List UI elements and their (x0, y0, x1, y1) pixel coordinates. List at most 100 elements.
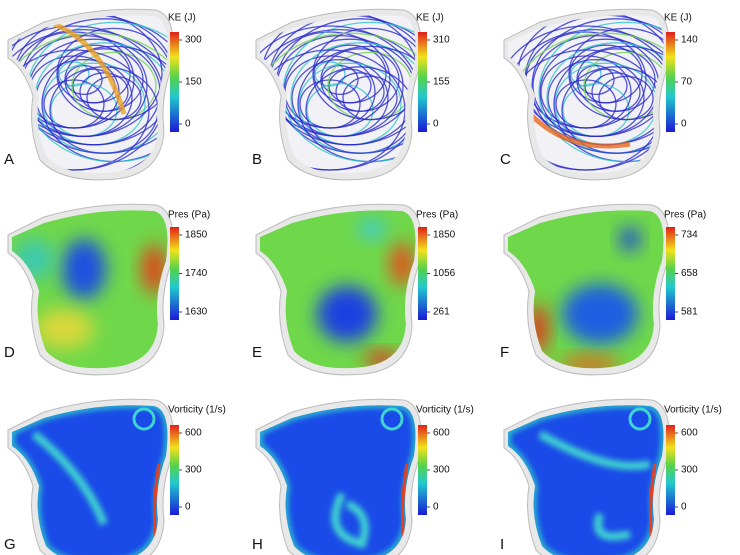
colorbar-title: KE (J) (168, 13, 196, 24)
streamline (531, 18, 664, 154)
colorbar-title: Vorticity (1/s) (168, 405, 226, 416)
colorbar-tick-label: 1850 (185, 230, 208, 241)
colorbar-tick-label: 300 (681, 465, 698, 476)
colorbar-tick-label: 0 (433, 502, 439, 513)
panel-label: D (4, 344, 15, 361)
field (12, 15, 168, 174)
streamline (260, 28, 416, 174)
colorbar-tick-label: 600 (185, 428, 202, 439)
colorbar-tick-label: 300 (185, 465, 202, 476)
pressure-spot (620, 227, 640, 251)
colorbar-tick-label: 0 (433, 119, 439, 130)
vortex-core (628, 407, 652, 431)
field (260, 15, 416, 174)
pressure-spot (358, 219, 386, 239)
colorbar-tick-label: 1740 (185, 268, 208, 279)
hot-streak (53, 21, 127, 115)
colorbar (666, 227, 675, 320)
colorbar-tick-label: 140 (681, 35, 698, 46)
panel: B KE (J) 310 155 0 (252, 8, 450, 181)
colorbar (170, 32, 179, 132)
panel: I Vorticity (1/s) 600 300 0 (500, 398, 722, 555)
colorbar-title: Pres (Pa) (168, 210, 210, 221)
heart-image (7, 8, 174, 181)
streamline (12, 15, 163, 138)
panel: C KE (J) 140 70 0 (500, 8, 698, 181)
streamline (56, 27, 168, 121)
panel: D Pres (Pa) 1850 1740 1630 (4, 203, 210, 376)
colorbar-tick-label: 0 (185, 119, 191, 130)
wall-layer (12, 405, 168, 555)
streamline (538, 21, 664, 163)
colorbar-tick-label: 1630 (185, 307, 208, 318)
panel: A KE (J) 300 150 0 (4, 8, 202, 181)
panel-label: H (252, 536, 263, 553)
field (508, 210, 664, 369)
colorbar-tick-label: 150 (185, 77, 202, 88)
colorbar-tick-label: 581 (681, 307, 698, 318)
colorbar-tick-label: 658 (681, 268, 698, 279)
vortex-core (380, 407, 404, 431)
panel-label: E (252, 344, 262, 361)
pressure-spot (317, 286, 377, 342)
colorbar-tick-label: 261 (433, 307, 450, 318)
streamline (569, 44, 643, 104)
colorbar-title: Pres (Pa) (664, 210, 706, 221)
vortex-core (132, 407, 156, 431)
streamline (57, 44, 131, 104)
colorbar-tick-label: 0 (681, 502, 687, 513)
colorbar-title: Vorticity (1/s) (416, 405, 474, 416)
colorbar (170, 425, 179, 515)
pressure-spot (34, 309, 94, 349)
colorbar-tick-label: 155 (433, 77, 450, 88)
vortex-sheet (331, 492, 369, 549)
heart-image (255, 8, 422, 181)
colorbar-tick-label: 734 (681, 230, 698, 241)
colorbar-tick-label: 600 (681, 428, 698, 439)
pressure-spot (62, 239, 106, 299)
heart-image (503, 398, 670, 555)
colorbar (666, 425, 675, 515)
panel-label: I (500, 536, 504, 553)
colorbar-title: Pres (Pa) (416, 210, 458, 221)
streamline (568, 27, 664, 121)
colorbar (418, 425, 427, 515)
heart-image (255, 398, 422, 555)
colorbar-title: KE (J) (416, 13, 444, 24)
colorbar-tick-label: 600 (433, 428, 450, 439)
heart-image (503, 8, 670, 181)
wall-layer (260, 405, 416, 555)
wall-layer (508, 405, 664, 555)
panel: G Vorticity (1/s) 600 300 0 (4, 398, 226, 555)
colorbar-tick-label: 300 (433, 465, 450, 476)
colorbar-tick-label: 0 (681, 119, 687, 130)
streamline (12, 32, 168, 174)
heart-image (7, 398, 174, 555)
colorbar-tick-label: 1056 (433, 268, 456, 279)
colorbar (170, 227, 179, 320)
colorbar-title: KE (J) (664, 13, 692, 24)
panel-label: F (500, 344, 509, 361)
colorbar (666, 32, 675, 132)
heart-image (255, 203, 422, 376)
panel-label: G (4, 536, 16, 553)
panel-label: B (252, 151, 262, 168)
pressure-spot (390, 242, 414, 286)
colorbar (418, 32, 427, 132)
heart-fill (260, 405, 416, 555)
colorbar-title: Vorticity (1/s) (664, 405, 722, 416)
streamline (312, 27, 416, 121)
colorbar-tick-label: 1850 (433, 230, 456, 241)
pressure-spot (142, 244, 166, 294)
pressure-spot (562, 284, 638, 344)
streamline (12, 28, 168, 174)
colorbar-tick-label: 300 (185, 35, 202, 46)
field (12, 405, 168, 555)
heart-image (7, 203, 174, 376)
panel: F Pres (Pa) 734 658 581 (500, 203, 706, 376)
streamline (260, 25, 416, 171)
panel: E Pres (Pa) 1850 1056 261 (252, 203, 458, 376)
streamline (313, 44, 387, 104)
colorbar-tick-label: 0 (185, 502, 191, 513)
